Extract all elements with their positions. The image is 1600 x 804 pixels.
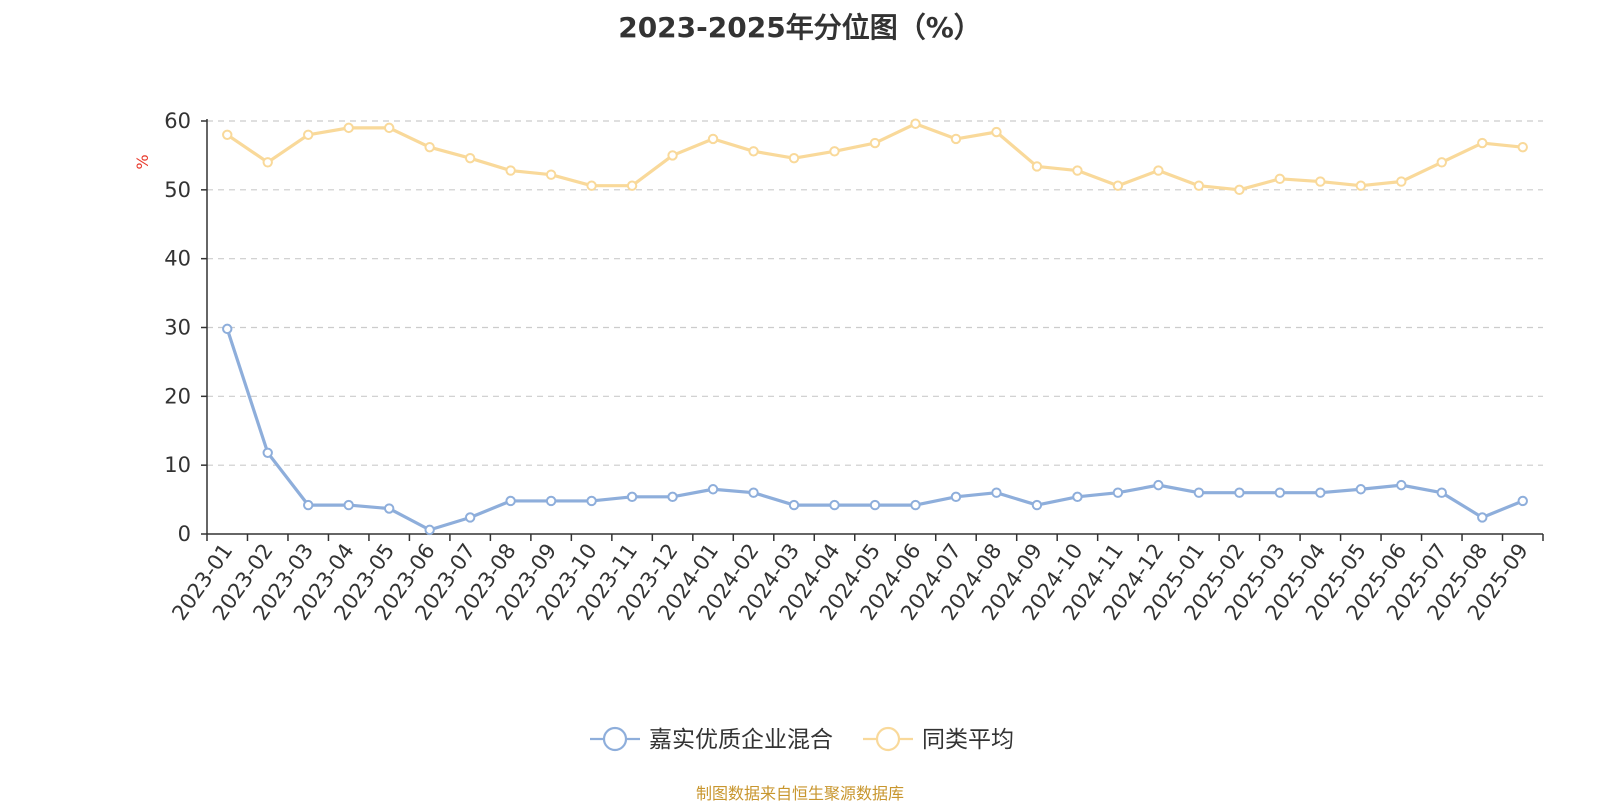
legend-label: 同类平均 (922, 727, 1014, 753)
data-point (1274, 487, 1286, 498)
data-point (505, 495, 516, 507)
data-point (464, 512, 476, 523)
data-point (910, 118, 921, 129)
data-point (303, 499, 314, 511)
data-point (1355, 180, 1367, 191)
data-point (1153, 165, 1164, 176)
series-line-2 (225, 122, 1525, 192)
legend[interactable]: 嘉实优质企业混合 同类平均 (590, 726, 1014, 753)
data-point (788, 152, 800, 164)
data-point (222, 129, 233, 140)
data-point (1072, 165, 1083, 176)
data-point (1477, 512, 1488, 523)
data-point (586, 180, 597, 191)
data-point (1396, 479, 1407, 491)
data-point (829, 146, 840, 157)
y-tick-label: 60 (164, 109, 191, 133)
data-point (383, 122, 395, 134)
data-point (1031, 161, 1043, 172)
y-tick-label: 10 (164, 453, 191, 477)
data-point (626, 491, 638, 503)
legend-item-2[interactable]: 同类平均 (863, 726, 1014, 753)
data-point (991, 487, 1002, 498)
data-point (464, 152, 476, 164)
data-point (262, 447, 273, 458)
data-point (748, 487, 759, 498)
data-point (950, 491, 962, 503)
data-point (424, 141, 435, 153)
grid-lines (207, 120, 1543, 466)
data-point (1112, 180, 1124, 191)
data-point (505, 165, 516, 176)
axes: 0102030405060%2023-012023-022023-032023-… (133, 109, 1544, 625)
data-point (1072, 491, 1083, 503)
data-point (869, 137, 881, 149)
data-point (343, 122, 354, 134)
series-line-1 (225, 327, 1525, 532)
data-point (788, 499, 800, 511)
data-point (383, 503, 395, 514)
data-point (667, 491, 678, 503)
data-point (545, 495, 557, 507)
data-point (910, 499, 921, 511)
data-point (586, 495, 597, 507)
data-point (869, 499, 881, 511)
data-point (1031, 499, 1043, 511)
data-point (1112, 487, 1124, 498)
legend-item-1[interactable]: 嘉实优质企业混合 (590, 726, 833, 753)
data-point (1153, 479, 1164, 491)
legend-marker (602, 726, 628, 752)
data-point (707, 484, 719, 495)
y-tick-label: 30 (164, 316, 191, 340)
y-axis-label: % (133, 154, 152, 169)
chart-title: 2023-2025年分位图（%） (618, 11, 982, 44)
data-point (1234, 184, 1245, 196)
data-point (1193, 180, 1205, 191)
data-point (991, 126, 1002, 138)
data-point (829, 499, 840, 511)
data-point (1436, 487, 1447, 498)
data-point (424, 524, 435, 536)
y-tick-label: 50 (164, 178, 191, 202)
data-point (1396, 176, 1407, 187)
data-point (1355, 484, 1367, 495)
data-point (1517, 495, 1528, 507)
data-point (748, 146, 759, 157)
data-point (222, 323, 233, 335)
data-point (1436, 157, 1447, 168)
series-lines (225, 122, 1525, 532)
data-point (343, 499, 354, 511)
source-note: 制图数据来自恒生聚源数据库 (695, 784, 904, 803)
data-point (1315, 176, 1326, 187)
data-point (1274, 173, 1286, 185)
data-point (626, 180, 638, 191)
legend-marker (875, 726, 901, 752)
data-point (950, 133, 962, 145)
data-point (707, 133, 719, 145)
data-point (1517, 141, 1528, 153)
data-point (1234, 487, 1245, 498)
data-point (667, 150, 678, 161)
data-point (1477, 137, 1488, 149)
legend-label: 嘉实优质企业混合 (649, 727, 833, 753)
y-tick-label: 40 (164, 247, 191, 271)
data-points (222, 118, 1528, 536)
y-tick-label: 20 (164, 384, 191, 408)
y-tick-label: 0 (178, 522, 191, 546)
data-point (303, 129, 314, 140)
data-point (545, 169, 557, 180)
data-point (1193, 487, 1205, 498)
data-point (1315, 487, 1326, 498)
data-point (262, 157, 273, 168)
